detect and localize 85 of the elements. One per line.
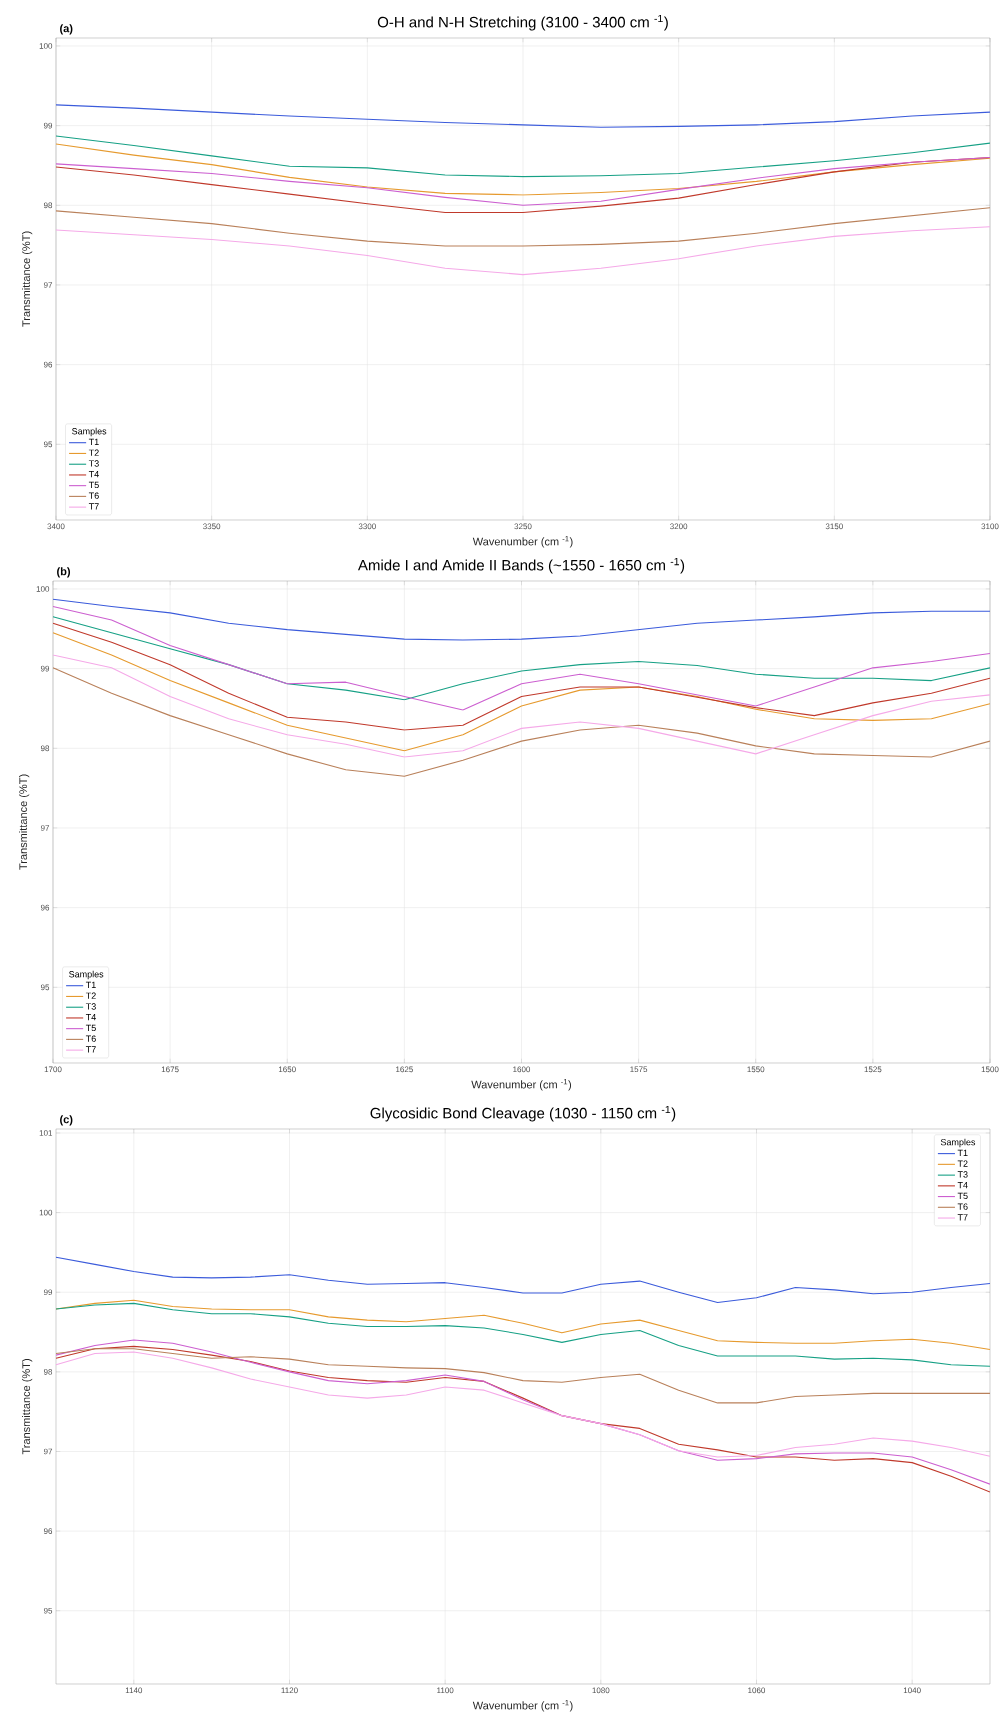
legend-label: T1	[957, 1149, 968, 1156]
x-tick-label: 3250	[514, 523, 532, 530]
x-tick-label: 1060	[748, 1687, 766, 1694]
text: (c)	[60, 1115, 73, 1126]
chart-title: Glycosidic Bond Cleavage (1030 - 1150 cm $^{-1}$)	[370, 1105, 676, 1122]
x-tick-label: 1100	[437, 1687, 454, 1694]
legend-label: T5	[88, 481, 99, 489]
x-tick-label: 3300	[358, 523, 376, 530]
y-axis-title: Transmittance (%T)	[22, 1359, 33, 1455]
legend-label: T4	[85, 1014, 96, 1021]
y-tick-label: 99	[40, 665, 50, 672]
x-tick-label: 3100	[981, 523, 999, 530]
y-axis-title: Transmittance (%T)	[19, 774, 30, 870]
y-tick-label: 96	[43, 1528, 53, 1534]
x-tick-label: 1525	[864, 1066, 882, 1073]
line-series	[55, 143, 990, 196]
x-axis-title: Wavenumber (cm $^{-1}$)	[472, 1700, 573, 1712]
legend-label: T7	[957, 1214, 968, 1221]
line-series	[55, 1351, 990, 1458]
legend-label: T6	[88, 492, 99, 499]
legend-label: T3	[88, 460, 99, 467]
y-tick-label: 97	[40, 825, 50, 831]
legend-label: T6	[957, 1203, 968, 1210]
x-tick-label: 1550	[747, 1066, 765, 1073]
y-axis-title: Transmittance (%T)	[22, 231, 33, 327]
y-tick-label: 97	[43, 282, 53, 288]
line-series	[52, 667, 990, 777]
x-tick-label: 1500	[981, 1066, 999, 1073]
text: (b)	[57, 567, 71, 578]
legend-title: Samples	[940, 1138, 976, 1148]
x-tick-label: 1140	[125, 1687, 143, 1694]
x-axis-title: Wavenumber (cm $^{-1}$)	[472, 536, 573, 548]
legend-title: Samples	[69, 970, 104, 980]
legend-label: T5	[957, 1192, 968, 1199]
legend-label: T3	[957, 1171, 968, 1178]
text: (a)	[60, 24, 73, 35]
x-tick-label: 1575	[630, 1066, 648, 1073]
x-tick-label: 1040	[903, 1687, 921, 1694]
y-tick-label: 101	[39, 1130, 53, 1136]
line-series	[55, 226, 990, 276]
x-tick-label: 3150	[825, 523, 843, 530]
line-series	[55, 135, 990, 178]
y-tick-label: 95	[43, 1607, 53, 1614]
x-tick-label: 1650	[278, 1066, 296, 1073]
legend-label: T3	[85, 1003, 96, 1010]
legend-label: T4	[957, 1182, 968, 1189]
chart-title: Amide I and Amide II Bands (~1550 - 1650 cm $^{-1}$)	[357, 557, 685, 574]
y-tick-label: 98	[40, 745, 50, 752]
legend-label: T2	[85, 992, 96, 999]
legend-label: T4	[88, 471, 99, 478]
x-axis-title: Wavenumber (cm $^{-1}$)	[471, 1079, 572, 1091]
x-tick-label: 1600	[513, 1066, 531, 1073]
x-tick-label: 1080	[592, 1687, 610, 1694]
line-series	[52, 622, 990, 731]
y-tick-label: 97	[43, 1448, 53, 1455]
y-tick-label: 99	[43, 122, 53, 129]
x-tick-label: 3400	[47, 523, 65, 530]
legend-label: T2	[957, 1160, 968, 1167]
legend-label: T6	[85, 1035, 96, 1042]
y-tick-label: 98	[43, 202, 53, 209]
y-tick-label: 95	[40, 984, 50, 991]
y-tick-label: 100	[39, 43, 53, 49]
legend-title: Samples	[72, 427, 107, 437]
legend-label: T1	[85, 981, 96, 989]
legend-label: T2	[88, 449, 99, 456]
chart-title: O-H and N-H Stretching (3100 - 3400 cm $^{-1}$)	[377, 14, 668, 31]
x-tick-label: 1120	[281, 1687, 298, 1694]
legend-label: T1	[88, 438, 99, 446]
line-series	[52, 616, 990, 701]
y-tick-label: 96	[40, 904, 50, 911]
line-series	[55, 1256, 990, 1304]
x-tick-label: 1700	[44, 1066, 62, 1073]
y-tick-label: 96	[43, 361, 53, 368]
y-tick-label: 98	[43, 1369, 53, 1375]
y-tick-label: 95	[43, 441, 53, 448]
legend-label: T7	[85, 1046, 96, 1053]
x-tick-label: 1625	[396, 1066, 413, 1073]
x-tick-label: 3350	[203, 523, 221, 530]
x-tick-label: 3200	[670, 523, 688, 530]
legend-label: T5	[85, 1024, 96, 1032]
y-tick-label: 100	[36, 586, 50, 592]
y-tick-label: 99	[43, 1289, 53, 1296]
y-tick-label: 100	[39, 1209, 53, 1216]
legend-label: T7	[88, 503, 99, 510]
x-tick-label: 1675	[161, 1066, 179, 1073]
